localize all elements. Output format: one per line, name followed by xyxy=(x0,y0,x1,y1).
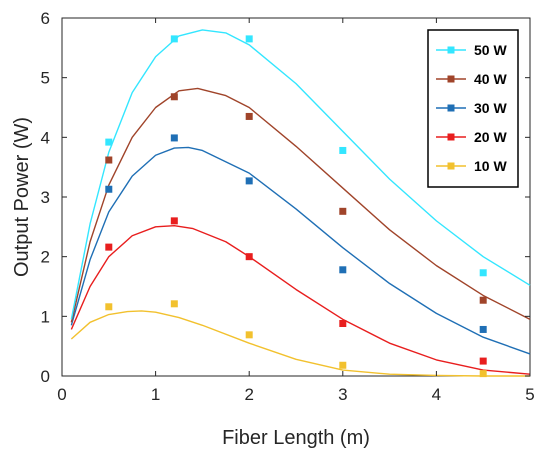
y-tick-label: 3 xyxy=(41,188,50,207)
legend-label-10w: 10 W xyxy=(474,158,507,174)
data-point-30w-4 xyxy=(479,325,487,333)
data-point-20w-3 xyxy=(339,319,347,327)
data-point-20w-4 xyxy=(479,357,487,365)
data-point-50w-2 xyxy=(245,35,253,43)
x-tick-label: 3 xyxy=(338,385,347,404)
x-axis-title: Fiber Length (m) xyxy=(222,427,370,449)
axis-ticks: 0 1 2 3 4 5 0 1 2 3 4 5 6 xyxy=(41,9,535,404)
data-point-10w-2 xyxy=(245,331,253,339)
data-point-30w-0 xyxy=(105,185,113,193)
x-tick-label: 5 xyxy=(525,385,534,404)
y-tick-label: 2 xyxy=(41,248,50,267)
data-point-30w-2 xyxy=(245,177,253,185)
y-tick-label: 5 xyxy=(41,69,50,88)
fit-curve-10w xyxy=(70,310,530,377)
data-point-20w-0 xyxy=(105,243,113,251)
data-point-50w-4 xyxy=(479,269,487,277)
legend-label-50w: 50 W xyxy=(474,42,507,58)
legend-label-40w: 40 W xyxy=(474,71,507,87)
x-tick-label: 2 xyxy=(244,385,253,404)
data-point-10w-4 xyxy=(479,370,487,378)
data-point-40w-0 xyxy=(105,156,113,164)
y-tick-label: 4 xyxy=(41,128,50,147)
data-markers xyxy=(105,35,487,378)
data-point-40w-2 xyxy=(245,112,253,120)
legend-marker-10w xyxy=(447,162,455,170)
legend-label-30w: 30 W xyxy=(474,100,507,116)
data-point-50w-0 xyxy=(105,138,113,146)
fit-curve-40w xyxy=(70,87,531,323)
x-tick-label: 1 xyxy=(151,385,160,404)
data-point-40w-3 xyxy=(339,207,347,215)
legend: 50 W 40 W 30 W 20 W 10 W xyxy=(427,29,519,188)
fit-curve-50w xyxy=(70,29,531,320)
legend-marker-20w xyxy=(447,133,455,141)
data-point-30w-3 xyxy=(339,266,347,274)
y-tick-label: 0 xyxy=(41,367,50,386)
data-point-20w-2 xyxy=(245,253,253,261)
legend-marker-30w xyxy=(447,104,455,112)
y-tick-label: 1 xyxy=(41,307,50,326)
plot-area: 0 1 2 3 4 5 0 1 2 3 4 5 6 Fiber Length (m) Output Powe… xyxy=(11,9,535,449)
data-point-40w-1 xyxy=(170,93,178,101)
data-point-10w-3 xyxy=(339,361,347,369)
data-point-40w-4 xyxy=(479,296,487,304)
data-point-10w-1 xyxy=(170,300,178,308)
fit-curves xyxy=(70,29,531,377)
data-point-50w-3 xyxy=(339,146,347,154)
data-point-30w-1 xyxy=(170,134,178,142)
legend-marker-50w xyxy=(447,46,455,54)
data-point-20w-1 xyxy=(170,217,178,225)
y-tick-label: 6 xyxy=(41,9,50,28)
fit-curve-30w xyxy=(70,146,531,355)
fit-curve-20w xyxy=(70,224,531,375)
y-axis-title: Output Power (W) xyxy=(11,117,33,277)
data-point-50w-1 xyxy=(170,35,178,43)
legend-marker-40w xyxy=(447,75,455,83)
x-tick-label: 0 xyxy=(57,385,66,404)
legend-label-20w: 20 W xyxy=(474,129,507,145)
x-tick-label: 4 xyxy=(432,385,441,404)
data-point-10w-0 xyxy=(105,303,113,311)
